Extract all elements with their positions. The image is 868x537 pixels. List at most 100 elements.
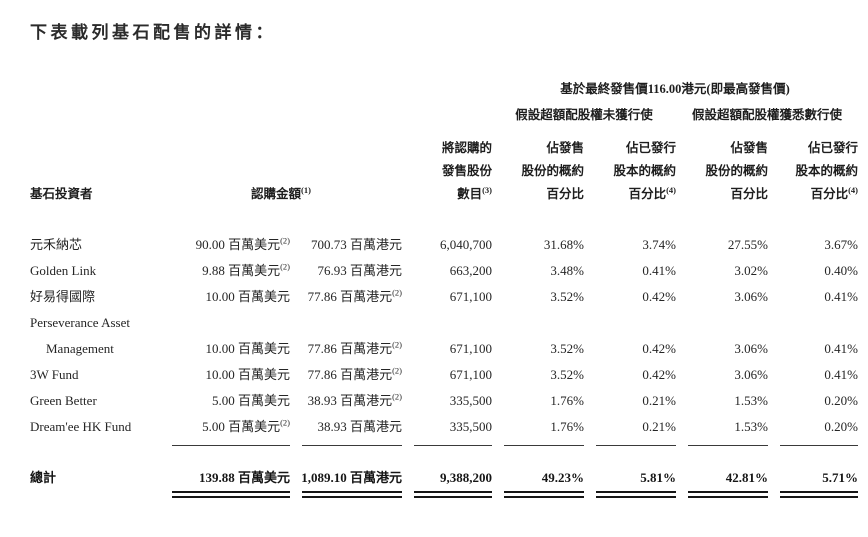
cell-value: 0.42% xyxy=(642,341,676,356)
cell-value: 0.20% xyxy=(824,419,859,434)
cell-value: 3.02% xyxy=(734,263,768,278)
col-header-pct-issued-fx: 佔已發行 股本的概約 百分比(4) xyxy=(795,141,859,201)
cell-value: 700.73 百萬港元 xyxy=(310,237,402,252)
cell-value: 38.93 百萬港元(2) xyxy=(307,391,402,408)
table-row: 元禾納芯 90.00 百萬美元(2) 700.73 百萬港元 6,040,700 31.… xyxy=(30,232,858,258)
investor-name: 元禾納芯 xyxy=(30,237,83,252)
cell-value: 38.93 百萬港元 xyxy=(317,419,402,434)
single-rule xyxy=(414,445,492,446)
double-rule xyxy=(596,491,676,498)
cell-value: 0.21% xyxy=(642,419,676,434)
cell-value xyxy=(768,310,858,336)
cell-value: 0.20% xyxy=(824,393,859,408)
cell-value: 6,040,700 xyxy=(440,237,492,252)
col-header-pct-offer-fx: 佔發售 股份的概約 百分比 xyxy=(705,141,768,201)
cell-value: 10.00 百萬美元 xyxy=(205,289,290,304)
header-spacer xyxy=(30,103,492,137)
table-row: Golden Link 9.88 百萬美元(2) 76.93 百萬港元 663,200… xyxy=(30,258,858,284)
cell-value: 671,100 xyxy=(449,289,492,304)
single-rule xyxy=(504,445,584,446)
cell-value: 31.68% xyxy=(543,237,584,252)
double-rule xyxy=(504,491,584,498)
table-body: 元禾納芯 90.00 百萬美元(2) 700.73 百萬港元 6,040,700 31.… xyxy=(30,232,859,498)
table-row: Perseverance Asset xyxy=(30,310,858,336)
total-value: 5.71% xyxy=(768,446,859,498)
footnote-ref: (2) xyxy=(392,365,402,376)
cell-value: 3.06% xyxy=(734,289,768,304)
column-rule xyxy=(676,440,768,446)
investor-name: Perseverance Asset xyxy=(30,315,130,330)
cell-value: 0.41% xyxy=(824,367,859,382)
group-header-row-price: 基於最終發售價116.00港元(即最高發售價) xyxy=(30,77,858,103)
single-rule xyxy=(172,445,290,446)
double-rule xyxy=(414,491,492,498)
table-row: Dream'ee HK Fund 5.00 百萬美元(2) 38.93 百萬港元 33… xyxy=(30,414,858,440)
cell-value: 3.06% xyxy=(734,341,768,356)
col-header-shares: 將認購的 發售股份 數目(3) xyxy=(441,141,492,201)
cell-value: 3.52% xyxy=(550,367,584,382)
cell-value: 671,100 xyxy=(449,341,492,356)
total-value: 9,388,200 xyxy=(402,446,492,498)
total-value: 42.81% xyxy=(676,446,768,498)
cell-value xyxy=(402,310,492,336)
group-header-price: 基於最終發售價116.00港元(即最高發售價) xyxy=(560,82,790,96)
cell-value: 663,200 xyxy=(449,263,492,278)
double-rule xyxy=(688,491,768,498)
page-title: 下表載列基石配售的詳情： xyxy=(30,23,276,42)
group-header-not-exercised: 假設超額配股權未獲行使 xyxy=(515,108,653,122)
cell-value: 0.41% xyxy=(642,263,676,278)
investor-name: 3W Fund xyxy=(30,367,79,382)
cell-value: 0.40% xyxy=(824,263,859,278)
cell-value: 0.42% xyxy=(642,367,676,382)
cell-value: 10.00 百萬美元 xyxy=(205,367,290,382)
column-rule xyxy=(160,440,290,446)
header-spacer xyxy=(30,77,492,103)
single-rule xyxy=(688,445,768,446)
cell-value: 3.74% xyxy=(642,237,676,252)
col-header-investor: 基石投資者 xyxy=(30,137,160,232)
table-row: Green Better 5.00 百萬美元 38.93 百萬港元(2) 335,50… xyxy=(30,388,858,414)
cell-value xyxy=(676,310,768,336)
subtotal-rule-row xyxy=(30,440,859,446)
double-rule xyxy=(302,491,402,498)
footnote-ref: (2) xyxy=(280,417,290,428)
single-rule xyxy=(780,445,859,446)
cell-value: 1.53% xyxy=(734,419,768,434)
double-rule xyxy=(780,491,859,498)
cell-value xyxy=(492,310,584,336)
cell-value: 335,500 xyxy=(449,419,492,434)
cell-value: 77.86 百萬港元(2) xyxy=(307,365,402,382)
footnote-ref: (3) xyxy=(482,184,492,195)
cell-value: 5.00 百萬美元 xyxy=(211,393,290,408)
footnote-ref: (4) xyxy=(666,184,676,195)
cell-value: 76.93 百萬港元 xyxy=(317,263,402,278)
group-header-row-exercise: 假設超額配股權未獲行使 假設超額配股權獲悉數行使 xyxy=(30,103,858,137)
cell-value xyxy=(584,310,676,336)
investor-name: 好易得國際 xyxy=(30,289,96,304)
investor-name: Green Better xyxy=(30,393,97,408)
cell-value: 27.55% xyxy=(727,237,768,252)
total-row: 總計 139.88 百萬美元 1,089.10 百萬港元 9,388,200 49.23… xyxy=(30,446,859,498)
footnote-ref: (2) xyxy=(392,339,402,350)
investor-name: Dream'ee HK Fund xyxy=(30,419,132,434)
cornerstone-placing-table: 基於最終發售價116.00港元(即最高發售價) 假設超額配股權未獲行使 假設超額… xyxy=(30,77,859,498)
footnote-ref: (2) xyxy=(392,391,402,402)
col-header-subscription-amount: 認購金額(1) xyxy=(160,137,402,232)
single-rule xyxy=(302,445,402,446)
footnote-ref: (2) xyxy=(280,235,290,246)
cell-value xyxy=(290,310,402,336)
cell-value: 3.52% xyxy=(550,341,584,356)
cell-value: 77.86 百萬港元(2) xyxy=(307,339,402,356)
col-header-pct-issued-na: 佔已發行 股本的概約 百分比(4) xyxy=(613,141,676,201)
investor-name: Golden Link xyxy=(30,263,97,278)
cell-value xyxy=(160,310,290,336)
investor-name: Management xyxy=(46,341,114,356)
cell-value: 0.21% xyxy=(642,393,676,408)
table-row: Management 10.00 百萬美元 77.86 百萬港元(2) 671,100… xyxy=(30,336,858,362)
cell-value: 90.00 百萬美元(2) xyxy=(195,235,290,252)
cell-value: 5.00 百萬美元(2) xyxy=(202,417,290,434)
col-header-investor-label: 基石投資者 xyxy=(30,187,93,201)
cell-value: 77.86 百萬港元(2) xyxy=(307,287,402,304)
cell-value: 335,500 xyxy=(449,393,492,408)
footnote-ref: (4) xyxy=(848,184,859,195)
